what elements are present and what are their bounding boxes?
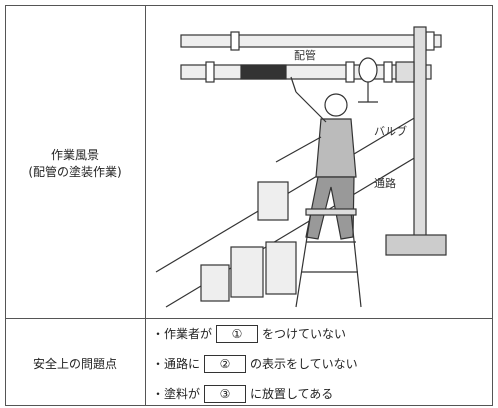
- item: ・通路に ② の表示をしていない: [152, 355, 358, 373]
- illustration-label: バルブ: [374, 124, 407, 138]
- blank: ①: [216, 325, 259, 343]
- item-text: ・塗料が: [152, 387, 201, 401]
- blank: ③: [204, 385, 247, 403]
- items-cell: [145, 318, 493, 406]
- illustration: 配管 バルブ 通路: [155, 26, 447, 308]
- blank: ②: [204, 355, 247, 373]
- item: ・作業者が ① をつけていない: [152, 325, 346, 343]
- item-text: ・作業者が: [152, 327, 213, 341]
- item-text: に放置してある: [250, 387, 334, 401]
- item-text: をつけていない: [262, 327, 347, 341]
- item-text: の表示をしていない: [250, 357, 358, 371]
- row-header: 作業風景: [50, 148, 100, 162]
- item: ・塗料が ③ に放置してある: [152, 385, 333, 403]
- row-header: 安全上の問題点: [32, 357, 118, 371]
- row-subheader: (配管の塗装作業): [28, 165, 122, 179]
- illustration-label: 通路: [374, 177, 396, 190]
- item-text: ・通路に: [152, 357, 201, 371]
- illustration-label: 配管: [294, 48, 316, 62]
